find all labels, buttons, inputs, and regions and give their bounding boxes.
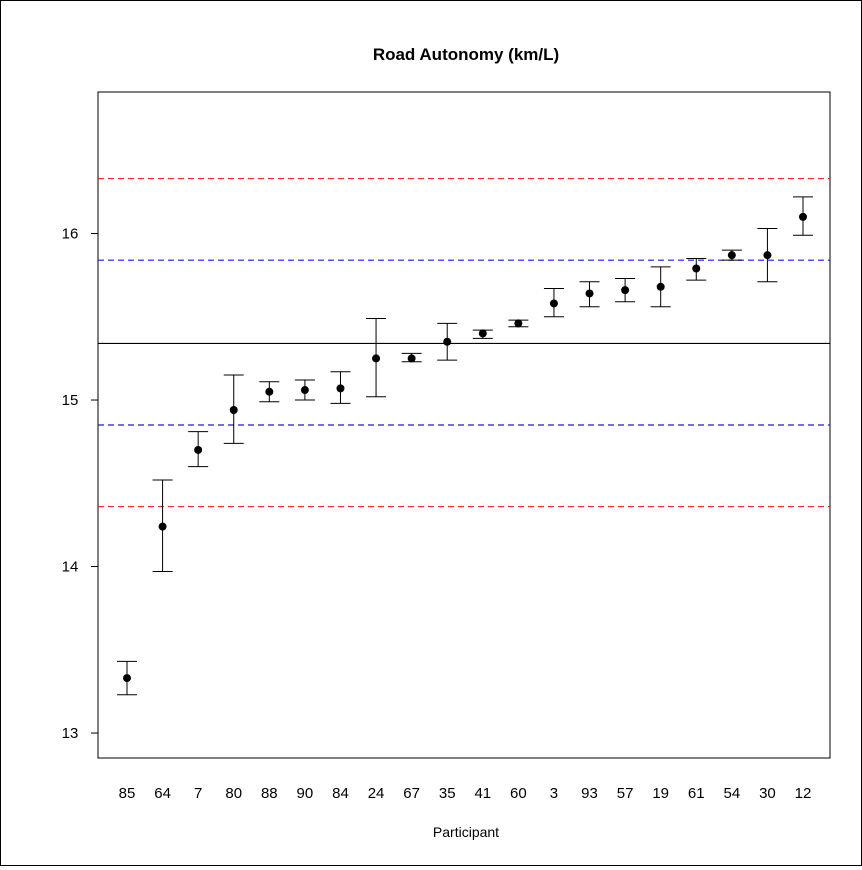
mean-point-61 [692, 264, 701, 273]
x-tick-label-88: 88 [261, 785, 278, 802]
data-points [117, 196, 813, 696]
x-tick-label-93: 93 [581, 785, 598, 802]
y-axis: 13 14 15 16 [62, 226, 98, 742]
x-tick-label-60: 60 [510, 785, 527, 802]
point-group-93 [579, 281, 600, 308]
mean-point-90 [300, 386, 309, 395]
mean-point-12 [799, 212, 807, 221]
point-group-24 [366, 317, 387, 398]
point-group-35 [437, 322, 458, 361]
point-group-88 [259, 381, 280, 403]
x-tick-label-84: 84 [332, 785, 349, 802]
point-group-64 [152, 479, 173, 573]
mean-point-30 [763, 251, 772, 260]
point-group-3 [543, 287, 564, 318]
y-tick-label-15: 15 [62, 392, 79, 409]
x-tick-label-30: 30 [759, 785, 776, 802]
x-tick-label-64: 64 [154, 785, 171, 802]
mean-point-88 [265, 387, 274, 396]
x-tick-label-85: 85 [119, 785, 136, 802]
point-group-57 [615, 277, 636, 303]
x-tick-label-80: 80 [225, 785, 242, 802]
x-tick-label-12: 12 [795, 785, 812, 802]
x-axis: 85 64 7 80 88 90 84 24 67 35 41 60 3 93 57 19 61 54 30 12 [119, 785, 812, 802]
x-tick-label-19: 19 [652, 785, 669, 802]
point-group-85 [117, 660, 137, 696]
x-tick-label-54: 54 [723, 785, 740, 802]
x-tick-label-41: 41 [474, 785, 491, 802]
x-tick-label-24: 24 [368, 785, 385, 802]
mean-point-64 [158, 522, 167, 531]
y-tick-label-16: 16 [62, 226, 79, 243]
point-group-60 [508, 319, 529, 328]
point-group-7 [188, 431, 209, 468]
point-group-90 [294, 379, 315, 401]
mean-point-80 [229, 406, 238, 415]
point-group-67 [401, 352, 422, 363]
mean-point-35 [443, 337, 452, 346]
mean-point-67 [407, 354, 416, 363]
x-tick-label-61: 61 [688, 785, 705, 802]
mean-point-85 [123, 674, 131, 683]
x-tick-label-67: 67 [403, 785, 420, 802]
reference-lines [98, 177, 830, 508]
x-tick-label-90: 90 [297, 785, 314, 802]
mean-point-41 [478, 329, 487, 338]
mean-point-57 [621, 286, 630, 295]
point-group-12 [793, 196, 813, 236]
x-tick-label-57: 57 [617, 785, 634, 802]
x-tick-label-7: 7 [194, 785, 202, 802]
point-group-84 [330, 371, 351, 404]
mean-point-19 [656, 282, 665, 291]
point-group-54 [721, 249, 742, 261]
mean-point-24 [372, 354, 381, 363]
point-group-30 [757, 228, 778, 283]
mean-point-93 [585, 289, 594, 298]
mean-point-7 [194, 445, 203, 454]
mean-point-54 [727, 251, 736, 260]
point-group-61 [686, 258, 707, 281]
y-tick-label-13: 13 [62, 725, 79, 742]
mean-point-3 [549, 299, 558, 308]
mean-point-60 [514, 319, 523, 328]
point-group-19 [650, 266, 671, 308]
y-tick-label-14: 14 [62, 559, 79, 576]
x-tick-label-35: 35 [439, 785, 456, 802]
x-axis-title: Participant [433, 824, 499, 840]
point-group-41 [472, 329, 493, 339]
x-tick-label-3: 3 [550, 785, 558, 802]
point-group-80 [223, 374, 244, 444]
chart-title: Road Autonomy (km/L) [373, 45, 559, 64]
mean-point-84 [336, 384, 345, 393]
